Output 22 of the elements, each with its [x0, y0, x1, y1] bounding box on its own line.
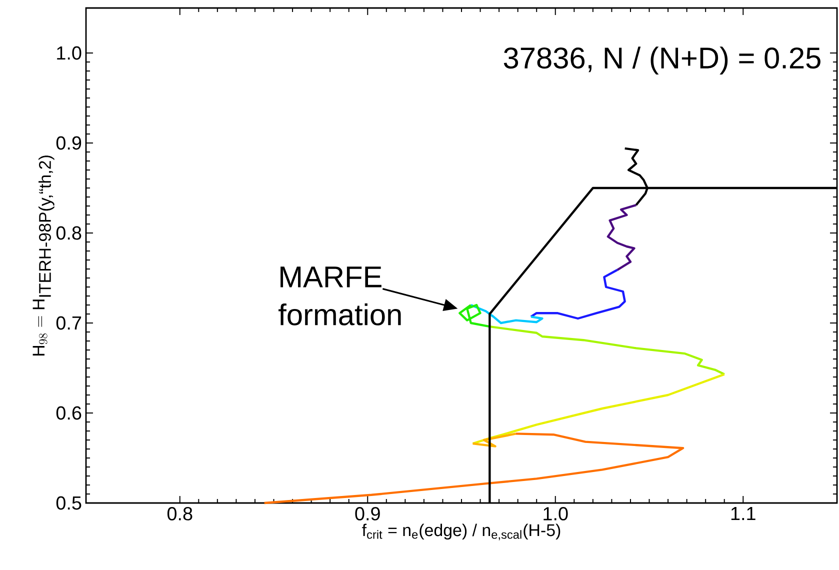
x-axis-title: f$_{crit}$ = n$_{e}$(edge) / n$_{e,scal}$(H-5): [362, 524, 560, 540]
line-series: [472, 432, 518, 448]
y-tick-label: 0.7: [56, 316, 82, 330]
line-series: [470, 304, 544, 324]
x-tick-label: 1.1: [731, 507, 756, 520]
x-tick-label: 0.8: [167, 507, 192, 520]
y-tick-label: 1.0: [57, 46, 82, 60]
line-series: [488, 326, 726, 376]
y-tick-label: 0.5: [56, 496, 82, 510]
annotation: 37836, N / (N+D) = 0.25: [504, 46, 820, 75]
y-tick-label: 0.6: [56, 406, 82, 420]
x-tick-label: 1.0: [544, 507, 568, 520]
y-axis-title: $\mathrm{H}_{98} = \mathrm{H}_{\mbox{ITERH-98P(y,\char96\char96th,2)}}$: [32, 156, 54, 356]
line-series: [606, 204, 638, 271]
y-tick-label: 0.8: [56, 226, 82, 240]
annotation: MARFE formation: [278, 266, 401, 326]
line-series: [472, 373, 726, 445]
line-series: [263, 432, 684, 504]
line-series: [530, 268, 626, 320]
line-series: [458, 304, 491, 328]
x-tick-label: 0.9: [355, 507, 380, 520]
y-tick-label: 0.9: [56, 136, 82, 150]
